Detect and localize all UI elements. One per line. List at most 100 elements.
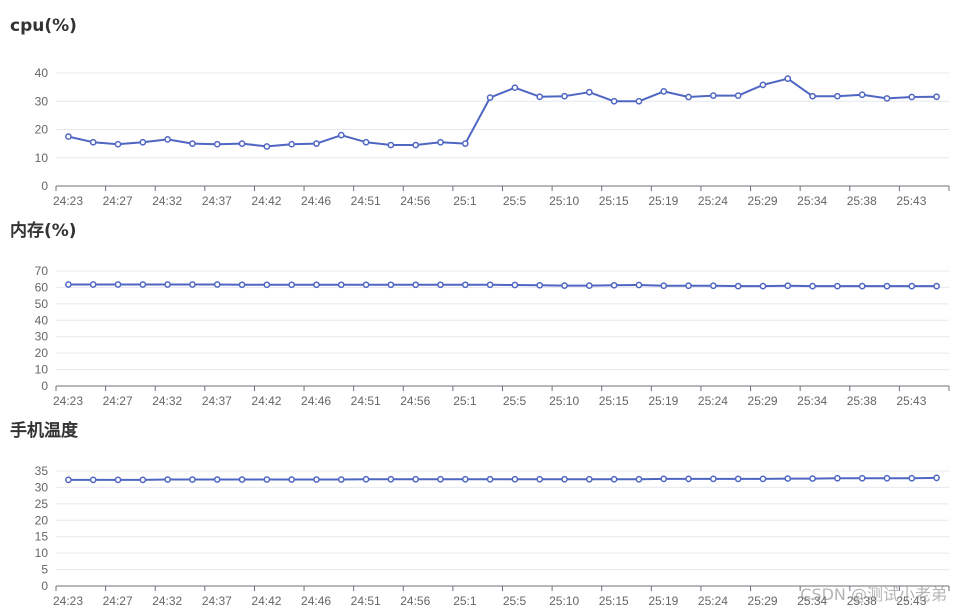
data-point bbox=[263, 281, 271, 289]
data-point bbox=[288, 476, 296, 483]
memory-chart-panel: 内存(%) 0 10 20 30 40 50 60 70 24:23 24:27 24:32 24:3… bbox=[0, 216, 961, 416]
y-tick-label: 0 bbox=[41, 379, 48, 393]
data-point bbox=[139, 138, 147, 146]
data-point bbox=[362, 138, 370, 146]
temperature-chart-panel: 手机温度 0 5 10 15 20 25 30 35 24:23 24:27 24:32 24:37 2… bbox=[0, 416, 961, 613]
data-point bbox=[834, 282, 841, 290]
x-tick-label: 25:10 bbox=[549, 194, 579, 208]
data-point bbox=[486, 281, 494, 289]
data-point bbox=[461, 281, 469, 289]
data-point bbox=[288, 140, 296, 148]
data-point bbox=[189, 476, 196, 483]
x-tick-label: 24:23 bbox=[53, 194, 83, 208]
data-point bbox=[362, 475, 370, 483]
data-point bbox=[883, 474, 891, 482]
data-point bbox=[709, 475, 717, 483]
data-point bbox=[908, 282, 916, 290]
data-point bbox=[536, 281, 544, 289]
data-point bbox=[89, 138, 97, 146]
data-point bbox=[89, 281, 97, 288]
data-point bbox=[784, 282, 792, 290]
y-tick-label: 60 bbox=[35, 280, 49, 294]
data-point bbox=[263, 143, 271, 150]
x-tick-label: 25:24 bbox=[698, 194, 728, 208]
x-tick-label: 24:37 bbox=[202, 594, 232, 608]
data-point bbox=[362, 281, 370, 289]
data-point bbox=[164, 281, 171, 288]
x-tick-label: 24:32 bbox=[152, 394, 182, 408]
data-point bbox=[685, 475, 692, 483]
x-tick-label: 25:29 bbox=[748, 194, 778, 208]
x-tick-label: 25:34 bbox=[797, 594, 827, 608]
data-point bbox=[858, 91, 866, 99]
data-point bbox=[337, 281, 345, 289]
data-point bbox=[561, 92, 568, 100]
x-tick-label: 24:27 bbox=[103, 194, 133, 208]
data-point bbox=[139, 476, 147, 484]
x-tick-label: 25:19 bbox=[648, 394, 678, 408]
data-point bbox=[461, 140, 469, 147]
y-tick-label: 10 bbox=[35, 151, 49, 165]
y-tick-label: 40 bbox=[35, 313, 49, 327]
y-tick-label: 70 bbox=[35, 264, 49, 278]
data-point bbox=[313, 476, 320, 483]
y-tick-label: 20 bbox=[35, 513, 49, 527]
y-tick-label: 30 bbox=[35, 480, 49, 494]
x-tick-label: 24:27 bbox=[103, 394, 133, 408]
data-point bbox=[759, 475, 767, 483]
x-tick-label: 25:29 bbox=[748, 594, 778, 608]
data-point bbox=[610, 475, 618, 483]
data-point bbox=[412, 141, 420, 149]
x-tick-label: 24:56 bbox=[400, 594, 430, 608]
data-point bbox=[65, 476, 72, 484]
data-point bbox=[635, 281, 643, 289]
y-tick-label: 15 bbox=[35, 530, 49, 544]
x-tick-label: 25:43 bbox=[896, 594, 926, 608]
x-tick-label: 25:10 bbox=[549, 594, 579, 608]
x-tick-label: 24:23 bbox=[53, 594, 83, 608]
data-point bbox=[561, 282, 568, 289]
data-point bbox=[114, 476, 122, 484]
data-point bbox=[114, 281, 122, 288]
data-point bbox=[387, 281, 395, 289]
data-point bbox=[511, 475, 519, 483]
memory-chart: 0 10 20 30 40 50 60 70 24:23 24:27 24:32 24:37 24:42… bbox=[35, 264, 950, 408]
x-tick-label: 25:10 bbox=[549, 394, 579, 408]
x-tick-label: 25:15 bbox=[599, 594, 629, 608]
data-point bbox=[437, 138, 444, 146]
data-point bbox=[238, 281, 246, 289]
data-point bbox=[511, 281, 519, 289]
x-tick-label: 24:46 bbox=[301, 594, 331, 608]
data-point bbox=[734, 282, 742, 290]
x-tick-label: 24:27 bbox=[103, 594, 133, 608]
data-point bbox=[164, 476, 171, 483]
data-point bbox=[908, 93, 916, 101]
data-point bbox=[759, 81, 767, 89]
y-tick-label: 0 bbox=[41, 179, 48, 193]
data-point bbox=[784, 75, 792, 83]
x-tick-label: 25:29 bbox=[748, 394, 778, 408]
x-tick-label: 24:42 bbox=[251, 594, 281, 608]
data-point bbox=[635, 475, 643, 483]
data-point bbox=[437, 475, 444, 483]
y-tick-label: 10 bbox=[35, 363, 49, 377]
data-point bbox=[461, 475, 469, 483]
x-tick-label: 24:46 bbox=[301, 194, 331, 208]
x-tick-label: 24:46 bbox=[301, 394, 331, 408]
x-tick-label: 24:37 bbox=[202, 194, 232, 208]
x-tick-label: 24:32 bbox=[152, 194, 182, 208]
data-point bbox=[933, 93, 940, 101]
data-point bbox=[759, 282, 767, 290]
data-point bbox=[288, 281, 296, 289]
data-point bbox=[561, 475, 568, 483]
x-tick-label: 24:42 bbox=[251, 394, 281, 408]
chart-title: cpu(%) bbox=[10, 16, 77, 36]
data-point bbox=[337, 476, 345, 483]
data-point bbox=[114, 140, 122, 148]
x-tick-label: 25:15 bbox=[599, 394, 629, 408]
data-point bbox=[834, 474, 841, 482]
data-point bbox=[685, 93, 692, 101]
x-tick-label: 25:19 bbox=[648, 594, 678, 608]
x-tick-label: 25:38 bbox=[847, 194, 877, 208]
data-point bbox=[585, 475, 593, 483]
